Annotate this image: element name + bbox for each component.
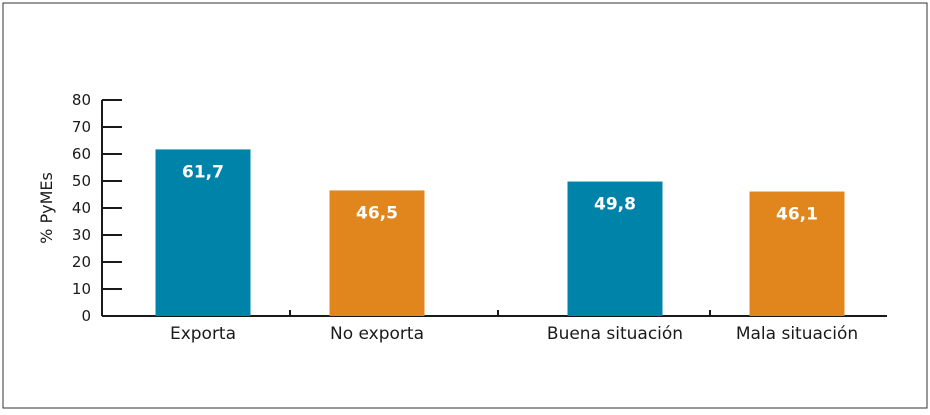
y-tick-label: 60 — [72, 145, 91, 163]
y-tick-label: 40 — [72, 199, 91, 217]
data-label: 61,7 — [182, 162, 224, 182]
x-category-label: Buena situación — [547, 324, 683, 344]
bar — [155, 149, 251, 316]
bars: 61,7 46,5 49,8 46,1 — [155, 149, 845, 316]
y-axis-label: % PyMEs — [37, 172, 56, 244]
y-tick-label: 30 — [72, 226, 91, 244]
data-label: 46,1 — [776, 205, 818, 225]
bar — [567, 181, 663, 316]
y-tick-label: 70 — [72, 118, 91, 136]
y-tick-label: 0 — [81, 307, 91, 325]
y-tick-label: 50 — [72, 172, 91, 190]
y-tick-label: 80 — [72, 91, 91, 109]
bar — [749, 191, 845, 316]
data-label: 46,5 — [356, 203, 398, 223]
x-category-label: No exporta — [330, 324, 424, 344]
y-axis: 0 10 20 30 40 50 60 70 80 — [72, 91, 122, 325]
x-category-label: Exporta — [170, 324, 236, 344]
y-tick-label: 10 — [72, 280, 91, 298]
bar — [329, 190, 425, 316]
data-label: 49,8 — [594, 195, 636, 215]
x-category-label: Mala situación — [736, 324, 858, 344]
y-tick-label: 20 — [72, 253, 91, 271]
